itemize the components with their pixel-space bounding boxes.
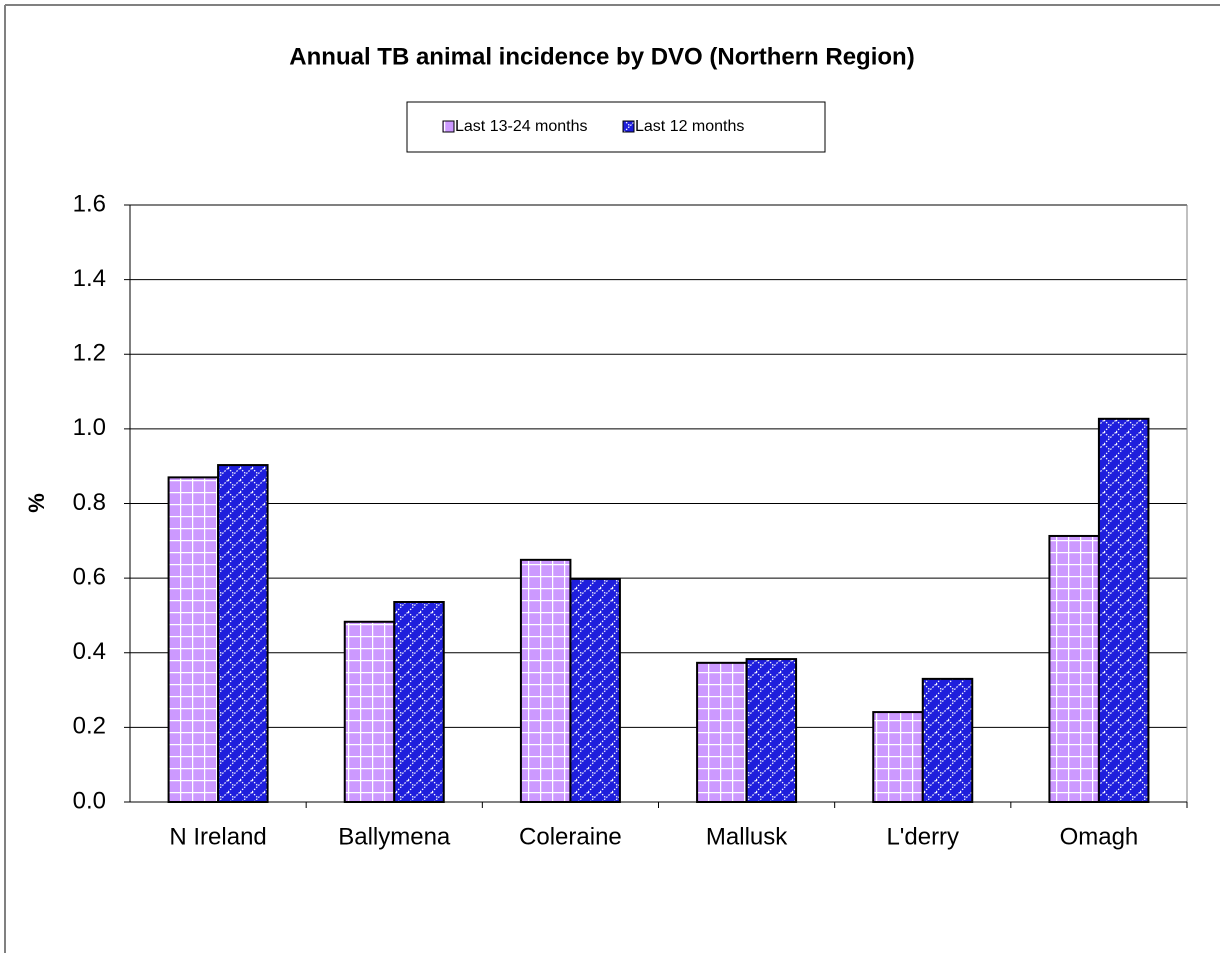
y-tick-label: 1.2	[73, 340, 106, 367]
bar	[1048, 534, 1100, 803]
bar	[569, 577, 621, 804]
y-tick-label: 0.4	[73, 638, 106, 665]
legend-label: Last 13-24 months	[455, 118, 588, 135]
legend-swatch	[622, 120, 635, 133]
y-tick-label: 0.8	[73, 489, 106, 516]
bar	[921, 677, 974, 804]
legend-label: Last 12 months	[635, 118, 744, 135]
y-tick-label: 1.4	[73, 265, 106, 292]
bar	[393, 601, 445, 803]
y-tick-label: 1.0	[73, 414, 106, 441]
x-tick-label: Mallusk	[706, 823, 788, 850]
bar	[696, 661, 748, 804]
bar	[745, 658, 798, 804]
y-tick-label: 1.6	[73, 190, 106, 217]
bar	[519, 558, 572, 803]
legend-swatch	[442, 120, 455, 133]
legend-box	[406, 101, 826, 153]
y-tick-label: 0.0	[73, 787, 106, 814]
bar	[167, 476, 220, 803]
y-tick-label: 0.6	[73, 563, 106, 590]
x-tick-label: Ballymena	[338, 823, 451, 850]
bar	[343, 620, 396, 804]
x-tick-label: Coleraine	[519, 823, 622, 850]
y-axis-label: %	[24, 493, 49, 513]
chart-title: Annual TB animal incidence by DVO (North…	[289, 43, 914, 70]
x-tick-label: N Ireland	[169, 823, 266, 850]
bar	[217, 464, 269, 803]
bar	[1097, 417, 1150, 803]
bar	[872, 711, 924, 804]
x-tick-label: Omagh	[1060, 823, 1139, 850]
y-tick-label: 0.2	[73, 713, 106, 740]
x-tick-label: L'derry	[886, 823, 959, 850]
